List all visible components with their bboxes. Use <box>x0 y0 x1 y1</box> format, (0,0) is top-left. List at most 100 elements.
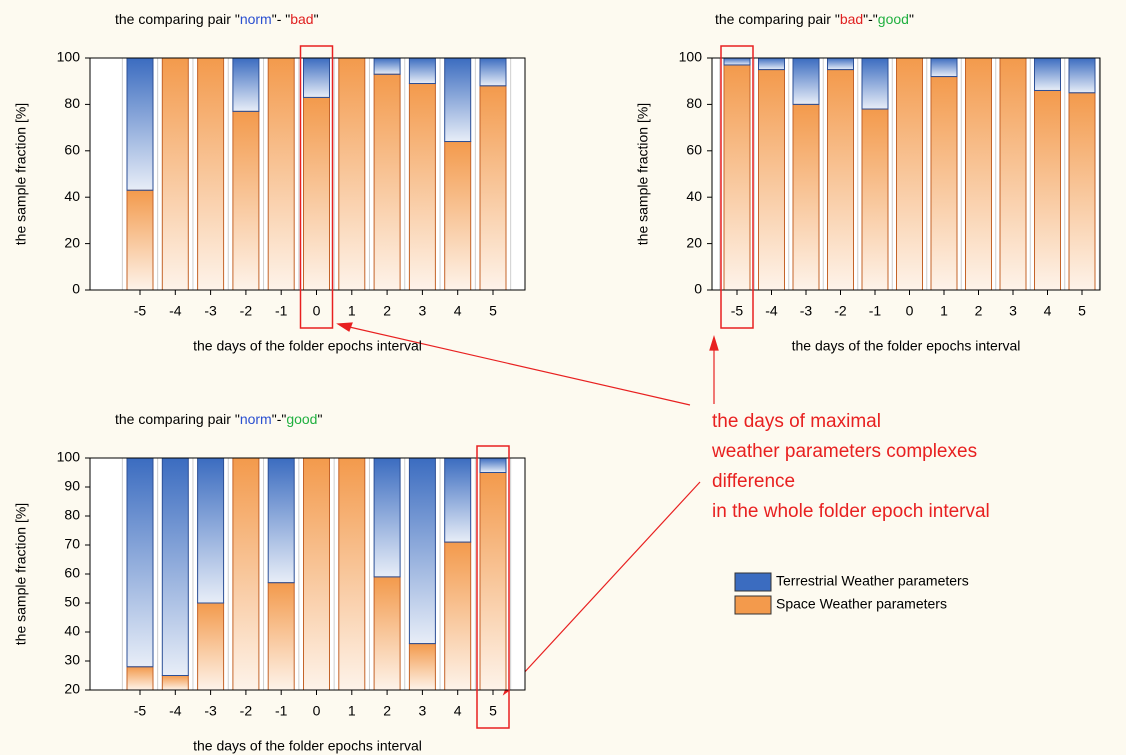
bar-segment <box>723 57 751 66</box>
arrowhead <box>336 322 353 332</box>
legend-swatch <box>734 572 772 592</box>
x-axis-label: the days of the folder epochs interval <box>193 738 422 754</box>
x-tick-label: 0 <box>906 303 914 319</box>
highlight-box <box>720 45 754 329</box>
bar-segment <box>896 57 923 291</box>
x-tick-label: 2 <box>383 303 391 319</box>
bar-segment <box>161 675 189 691</box>
bar-segment <box>827 69 854 291</box>
x-tick-label: 1 <box>348 303 356 319</box>
arrows <box>336 322 719 696</box>
bar-segment <box>161 57 189 291</box>
bar-segment <box>408 57 436 85</box>
x-tick-label: 3 <box>419 303 427 319</box>
bar-segment <box>999 57 1027 291</box>
y-tick-label: 100 <box>679 49 703 65</box>
y-tick-label: 50 <box>64 594 80 610</box>
legend-swatch <box>734 595 772 615</box>
annotation-line: the days of maximal <box>712 411 881 432</box>
title-part: bad <box>840 11 863 27</box>
title-part: "-" <box>272 411 287 427</box>
bar-segment <box>161 457 189 676</box>
x-tick-label: 3 <box>1009 303 1017 319</box>
bar-segment <box>267 57 295 291</box>
x-axis-label: the days of the folder epochs interval <box>193 338 422 354</box>
y-tick-label: 20 <box>64 234 80 250</box>
bar-segment <box>408 457 436 645</box>
bar-segment <box>267 457 295 584</box>
x-tick-label: 5 <box>1078 303 1086 319</box>
x-tick-label: 5 <box>489 303 497 319</box>
x-tick-label: 3 <box>419 703 427 719</box>
title-part: " <box>314 11 319 27</box>
x-tick-label: -2 <box>834 303 847 319</box>
bar-segment <box>1068 92 1096 291</box>
bar-segment <box>1034 89 1061 291</box>
bar-segment <box>373 73 401 291</box>
bar-segment <box>408 643 436 691</box>
y-tick-label: 30 <box>64 652 80 668</box>
y-tick-label: 70 <box>64 536 80 552</box>
x-tick-label: 4 <box>1044 303 1052 319</box>
bar-segment <box>373 457 401 578</box>
bar-segment <box>126 666 154 691</box>
x-tick-label: -4 <box>765 303 778 319</box>
bar-segment <box>479 472 507 691</box>
title-part: "-" <box>863 11 878 27</box>
annotation: the days of maximal weather parameters co… <box>711 411 990 522</box>
y-tick-label: 20 <box>64 681 80 697</box>
title-part: "- " <box>272 11 291 27</box>
bar-segment <box>1034 57 1061 91</box>
title-part: the comparing pair " <box>115 11 240 27</box>
bar-segment <box>232 57 260 112</box>
arrowhead <box>709 334 719 351</box>
bar-segment <box>861 57 889 110</box>
x-tick-label: 4 <box>454 303 462 319</box>
x-tick-label: -4 <box>169 303 182 319</box>
bar-segment <box>479 85 507 291</box>
bar-segment <box>792 57 820 105</box>
legend-label: Terrestrial Weather parameters <box>776 573 969 589</box>
y-axis-label: the sample fraction [%] <box>635 103 651 245</box>
x-tick-label: -5 <box>134 703 147 719</box>
x-tick-label: -5 <box>731 303 744 319</box>
y-tick-label: 60 <box>64 565 80 581</box>
bar-segment <box>232 110 260 291</box>
x-tick-label: -3 <box>204 703 217 719</box>
bar-segment <box>758 57 785 71</box>
y-tick-label: 100 <box>57 449 81 465</box>
x-tick-label: -5 <box>134 303 147 319</box>
bar-segment <box>444 141 472 291</box>
chart-title: the comparing pair "bad"-"good" <box>715 11 914 27</box>
y-tick-label: 80 <box>686 95 702 111</box>
annotation-line: in the whole folder epoch interval <box>712 501 990 522</box>
bar-segment <box>126 57 154 191</box>
x-tick-label: -1 <box>275 303 288 319</box>
bar-segment <box>408 83 436 291</box>
bar-segment <box>930 57 958 78</box>
arrow <box>344 325 691 406</box>
bar-segment <box>126 457 154 668</box>
bar-segment <box>723 64 751 291</box>
y-tick-label: 0 <box>72 281 80 297</box>
x-axis-label: the days of the folder epochs interval <box>792 338 1021 354</box>
annotation-line: weather parameters complexes <box>711 441 977 462</box>
title-part: norm <box>240 411 272 427</box>
x-tick-label: 1 <box>348 703 356 719</box>
x-tick-label: 2 <box>975 303 983 319</box>
bar-segment <box>373 57 401 75</box>
title-part: norm <box>240 11 272 27</box>
title-part: the comparing pair " <box>715 11 840 27</box>
bar-segment <box>232 457 260 691</box>
x-tick-label: 2 <box>383 703 391 719</box>
y-tick-label: 100 <box>57 49 81 65</box>
arrow <box>509 481 701 689</box>
bar-segment <box>444 57 472 143</box>
bar-segment <box>930 76 958 291</box>
plot-frame <box>89 57 526 291</box>
x-tick-label: -3 <box>800 303 813 319</box>
bar-segment <box>444 541 472 691</box>
bar-segment <box>267 582 295 691</box>
x-tick-label: -2 <box>240 703 253 719</box>
